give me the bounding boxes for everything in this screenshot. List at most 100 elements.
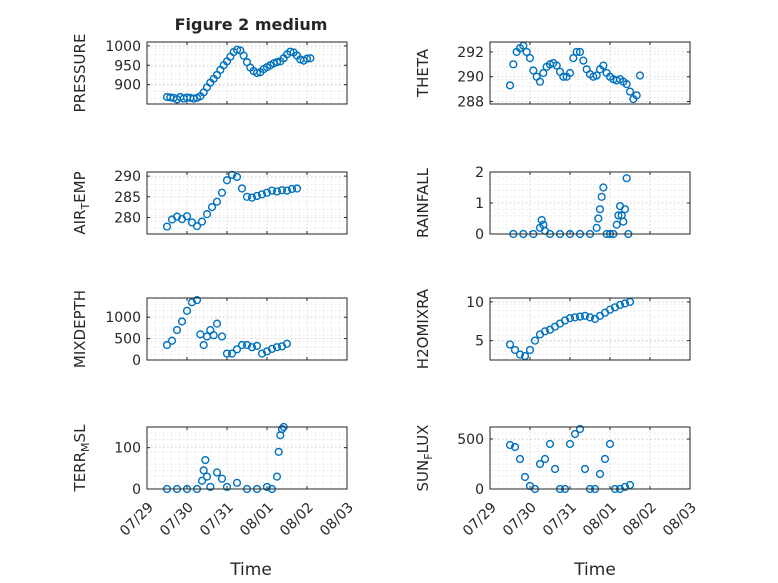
data-point (232, 172, 242, 182)
data-point (167, 336, 177, 345)
data-point (600, 454, 610, 464)
data-point (539, 68, 548, 78)
y-axis-label: SUNFLUX (414, 425, 435, 492)
y-tick-label: 5 (475, 334, 484, 350)
data-point (192, 222, 202, 231)
data-point (222, 349, 232, 358)
data-point (206, 482, 215, 492)
data-point (520, 472, 530, 482)
data-point (545, 439, 555, 449)
data-point (212, 197, 222, 206)
data-point (620, 299, 630, 308)
data-point (535, 77, 545, 86)
data-point (537, 215, 546, 225)
axes-frame (489, 171, 691, 235)
x-axis-label-left: Time (229, 560, 272, 580)
data-point (302, 54, 312, 63)
data-point (580, 311, 590, 320)
x-tick-label: 08/03 (317, 500, 357, 540)
data-point (202, 472, 212, 481)
data-point (201, 455, 210, 465)
data-point (614, 211, 623, 220)
data-point (580, 464, 590, 474)
data-point (622, 174, 631, 183)
data-point (575, 312, 585, 321)
data-point (182, 212, 192, 221)
data-point (540, 327, 550, 336)
axes-frame (146, 41, 348, 105)
data-point (515, 350, 525, 359)
figure-title: Figure 2 medium (175, 15, 328, 34)
data-point (272, 58, 282, 67)
axes-frame (489, 41, 691, 105)
data-point (192, 296, 202, 305)
data-point (599, 61, 608, 70)
x-tick-label: 07/29 (117, 500, 157, 540)
panel-h2omixra: 5 10 H2OMIXRA (414, 288, 691, 369)
data-point (599, 183, 608, 192)
data-point (162, 340, 172, 350)
data-point (237, 340, 247, 350)
data-point (505, 340, 515, 349)
panel-sun-flux: 0 500 SUNFLUX 07/29 07/30 07/31 08/01 08/02 08/0… (414, 425, 700, 540)
data-point (515, 454, 525, 464)
x-tick-label: 08/01 (580, 500, 620, 540)
data-point (222, 176, 232, 185)
data-point (257, 190, 267, 199)
data-point (257, 349, 267, 358)
data-point (262, 188, 272, 197)
y-axis-label: AIRTEMP (71, 171, 92, 234)
data-point (620, 205, 630, 214)
axes-frame (489, 426, 691, 490)
axes-frame (146, 297, 348, 361)
data-point (572, 47, 581, 57)
data-point (622, 80, 631, 89)
data-point (505, 81, 515, 90)
data-point (212, 468, 222, 477)
data-point (620, 482, 630, 492)
data-point (509, 60, 518, 69)
data-point (579, 56, 588, 65)
data-point (272, 343, 282, 352)
data-point (282, 339, 292, 348)
data-point (239, 51, 248, 60)
data-point (595, 205, 605, 214)
data-point (510, 345, 520, 355)
x-tick-label: 07/29 (460, 500, 500, 540)
data-point (569, 54, 578, 63)
data-point (575, 47, 585, 57)
y-tick-label: 285 (114, 190, 141, 206)
data-point (570, 429, 580, 439)
data-point (529, 66, 538, 75)
data-point (277, 186, 287, 195)
data-point (262, 482, 272, 492)
panel-rainfall: 0 1 2 RAINFALL (414, 165, 691, 243)
data-point (272, 472, 282, 481)
data-point (222, 482, 232, 492)
data-point (282, 186, 292, 195)
data-point (199, 340, 208, 350)
data-point (292, 184, 302, 193)
data-point (286, 47, 295, 56)
data-point (575, 424, 585, 434)
data-point (632, 91, 641, 100)
y-axis-label: TERRMSL (71, 424, 92, 493)
x-tick-label: 07/31 (540, 500, 580, 540)
data-point (585, 313, 595, 322)
data-point (550, 464, 560, 474)
data-point (594, 214, 603, 223)
data-point (267, 186, 277, 195)
panel-theta: 288 290 292 THETA (414, 41, 691, 111)
y-tick-label: 950 (114, 58, 141, 74)
panel-mixdepth: 0 500 1000 MIXDEPTH (71, 290, 348, 369)
data-point (530, 336, 540, 345)
data-point (187, 298, 197, 307)
data-point (597, 192, 606, 201)
data-point (217, 474, 227, 483)
data-point (177, 317, 187, 326)
data-point (565, 439, 575, 449)
y-axis-label: PRESSURE (71, 34, 89, 113)
y-tick-label: 0 (475, 227, 484, 243)
data-point (237, 184, 247, 193)
data-point (605, 439, 615, 449)
